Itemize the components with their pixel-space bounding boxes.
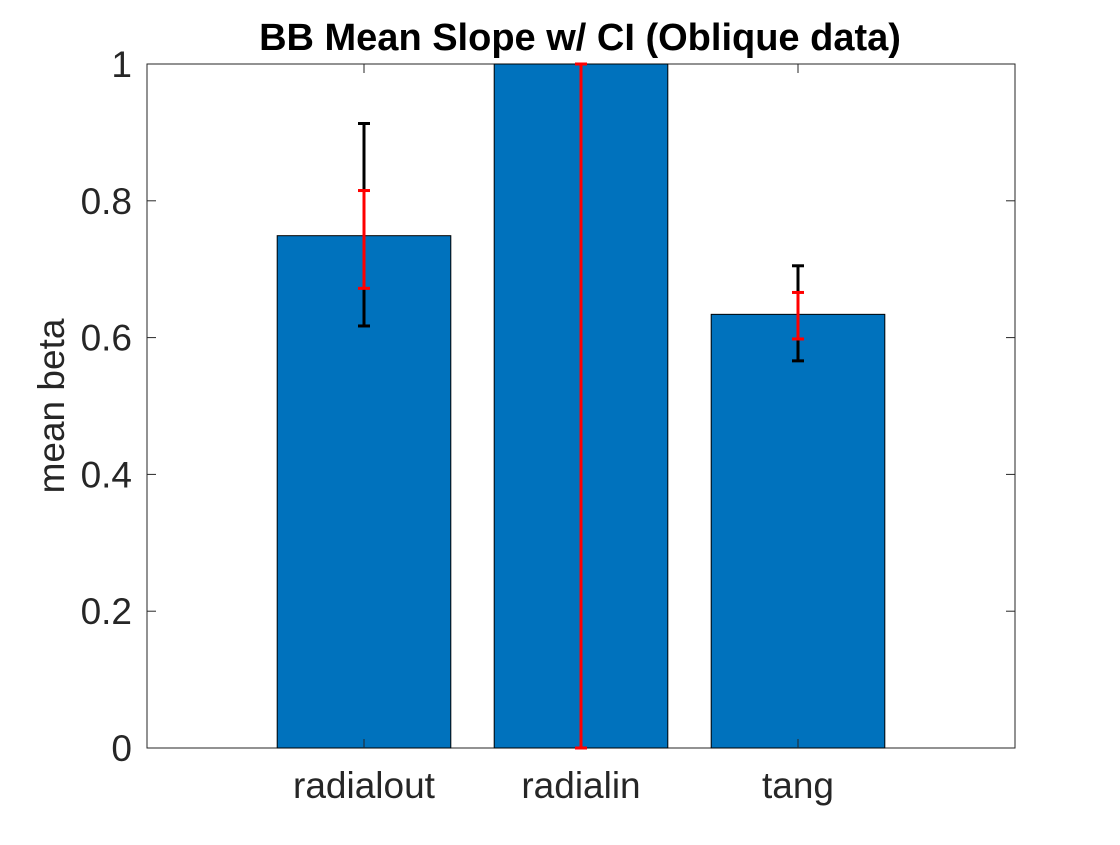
y-tick-label: 1 [111, 44, 132, 85]
y-tick-label: 0.6 [81, 318, 132, 359]
y-axis-label: mean beta [31, 318, 72, 493]
plot-area: 0 0.2 0.4 0.6 0.8 1 radialout radialin tang [81, 44, 1016, 806]
y-tick-label: 0.8 [81, 181, 132, 222]
y-tick-label: 0.4 [81, 454, 132, 495]
y-tick-label: 0 [111, 728, 132, 769]
y-tick-label: 0.2 [81, 591, 132, 632]
bar [710, 313, 886, 749]
x-tick-label: tang [762, 765, 834, 806]
x-tick-label: radialout [293, 765, 436, 806]
x-tick-label: radialin [521, 765, 640, 806]
chart-title: BB Mean Slope w/ CI (Oblique data) [259, 17, 901, 59]
